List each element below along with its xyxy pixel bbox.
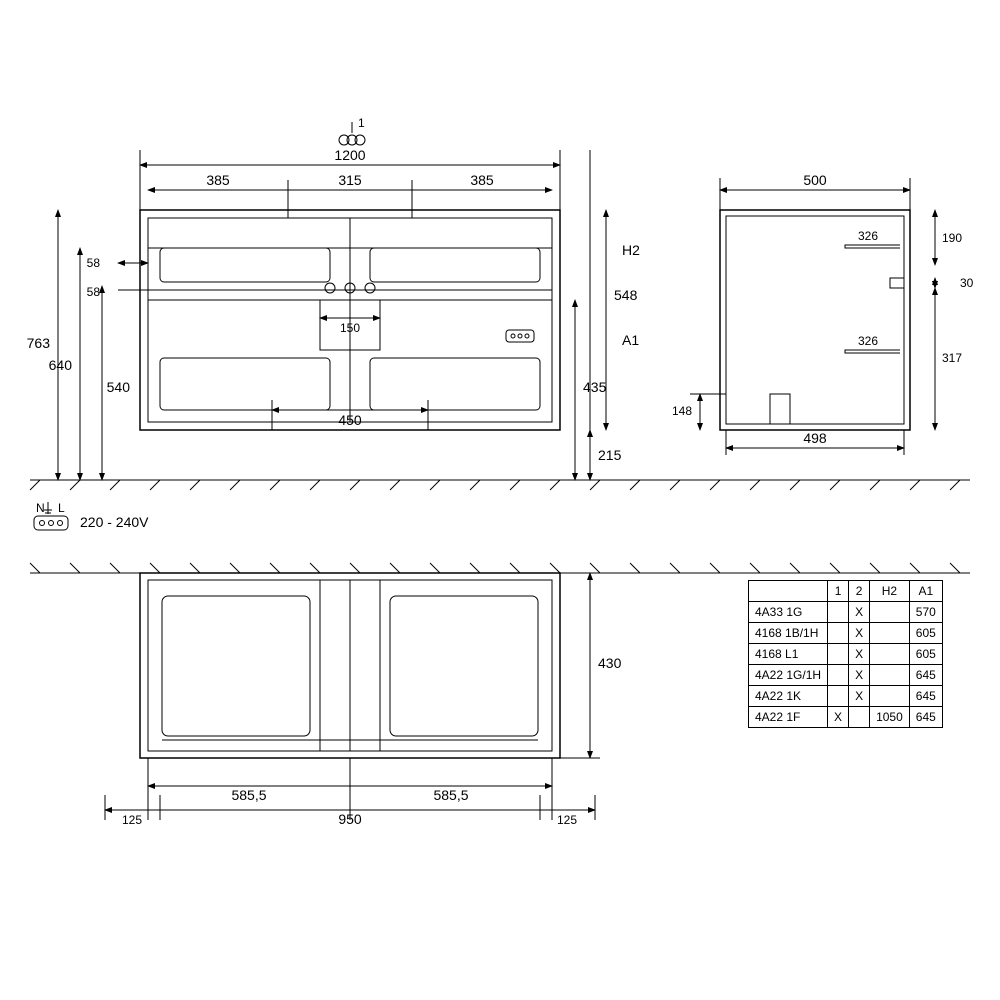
svg-text:763: 763 <box>27 335 51 351</box>
svg-text:1200: 1200 <box>334 147 365 163</box>
svg-text:540: 540 <box>107 379 131 395</box>
svg-text:148: 148 <box>672 404 692 418</box>
svg-text:326: 326 <box>858 229 878 243</box>
svg-text:H2: H2 <box>622 242 640 258</box>
plan-view: 430 585,5 585,5 125 950 125 <box>105 573 622 827</box>
svg-text:326: 326 <box>858 334 878 348</box>
svg-text:498: 498 <box>803 430 827 446</box>
svg-text:385: 385 <box>470 172 494 188</box>
svg-text:220 - 240V: 220 - 240V <box>80 514 149 530</box>
svg-text:190: 190 <box>942 231 962 245</box>
svg-text:150: 150 <box>340 321 360 335</box>
svg-text:58: 58 <box>87 256 101 270</box>
svg-text:125: 125 <box>557 813 577 827</box>
svg-text:640: 640 <box>49 357 73 373</box>
svg-text:315: 315 <box>338 172 362 188</box>
svg-text:125: 125 <box>122 813 142 827</box>
svg-text:58: 58 <box>87 285 101 299</box>
side-view: 500 190 30 317 326 326 148 498 <box>672 172 974 455</box>
svg-text:430: 430 <box>598 655 622 671</box>
svg-text:317: 317 <box>942 351 962 365</box>
svg-text:L: L <box>58 501 65 515</box>
svg-text:500: 500 <box>803 172 827 188</box>
reference-table: 12H2A1 4A33 1GX5704168 1B/1HX6054168 L1X… <box>748 580 943 728</box>
technical-drawing: 1200 385 315 385 1 58 58 763 640 540 150… <box>0 0 1000 1000</box>
svg-text:435: 435 <box>583 379 607 395</box>
svg-text:30: 30 <box>960 276 974 290</box>
svg-text:A1: A1 <box>622 332 639 348</box>
svg-text:450: 450 <box>338 412 362 428</box>
svg-text:585,5: 585,5 <box>231 787 266 803</box>
svg-text:950: 950 <box>338 811 362 827</box>
front-view: 1200 385 315 385 1 58 58 763 640 540 150… <box>27 116 640 480</box>
svg-text:1: 1 <box>358 116 365 130</box>
floor-line-plan <box>30 563 970 573</box>
svg-text:548: 548 <box>614 287 638 303</box>
svg-text:N: N <box>36 501 45 515</box>
svg-text:385: 385 <box>206 172 230 188</box>
svg-text:215: 215 <box>598 447 622 463</box>
floor-line-top <box>30 480 970 490</box>
voltage-label: N L 220 - 240V <box>34 501 149 530</box>
svg-text:585,5: 585,5 <box>433 787 468 803</box>
